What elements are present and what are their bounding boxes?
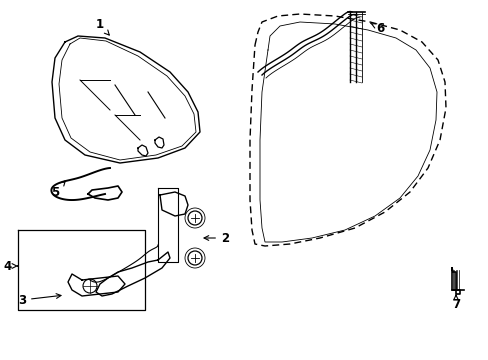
Text: 7: 7: [451, 295, 459, 311]
Text: 3: 3: [18, 293, 61, 306]
Text: 5: 5: [51, 181, 65, 198]
Text: 4: 4: [4, 260, 18, 273]
Text: 6: 6: [370, 22, 384, 35]
Text: 1: 1: [96, 18, 109, 35]
Text: 2: 2: [203, 231, 228, 244]
